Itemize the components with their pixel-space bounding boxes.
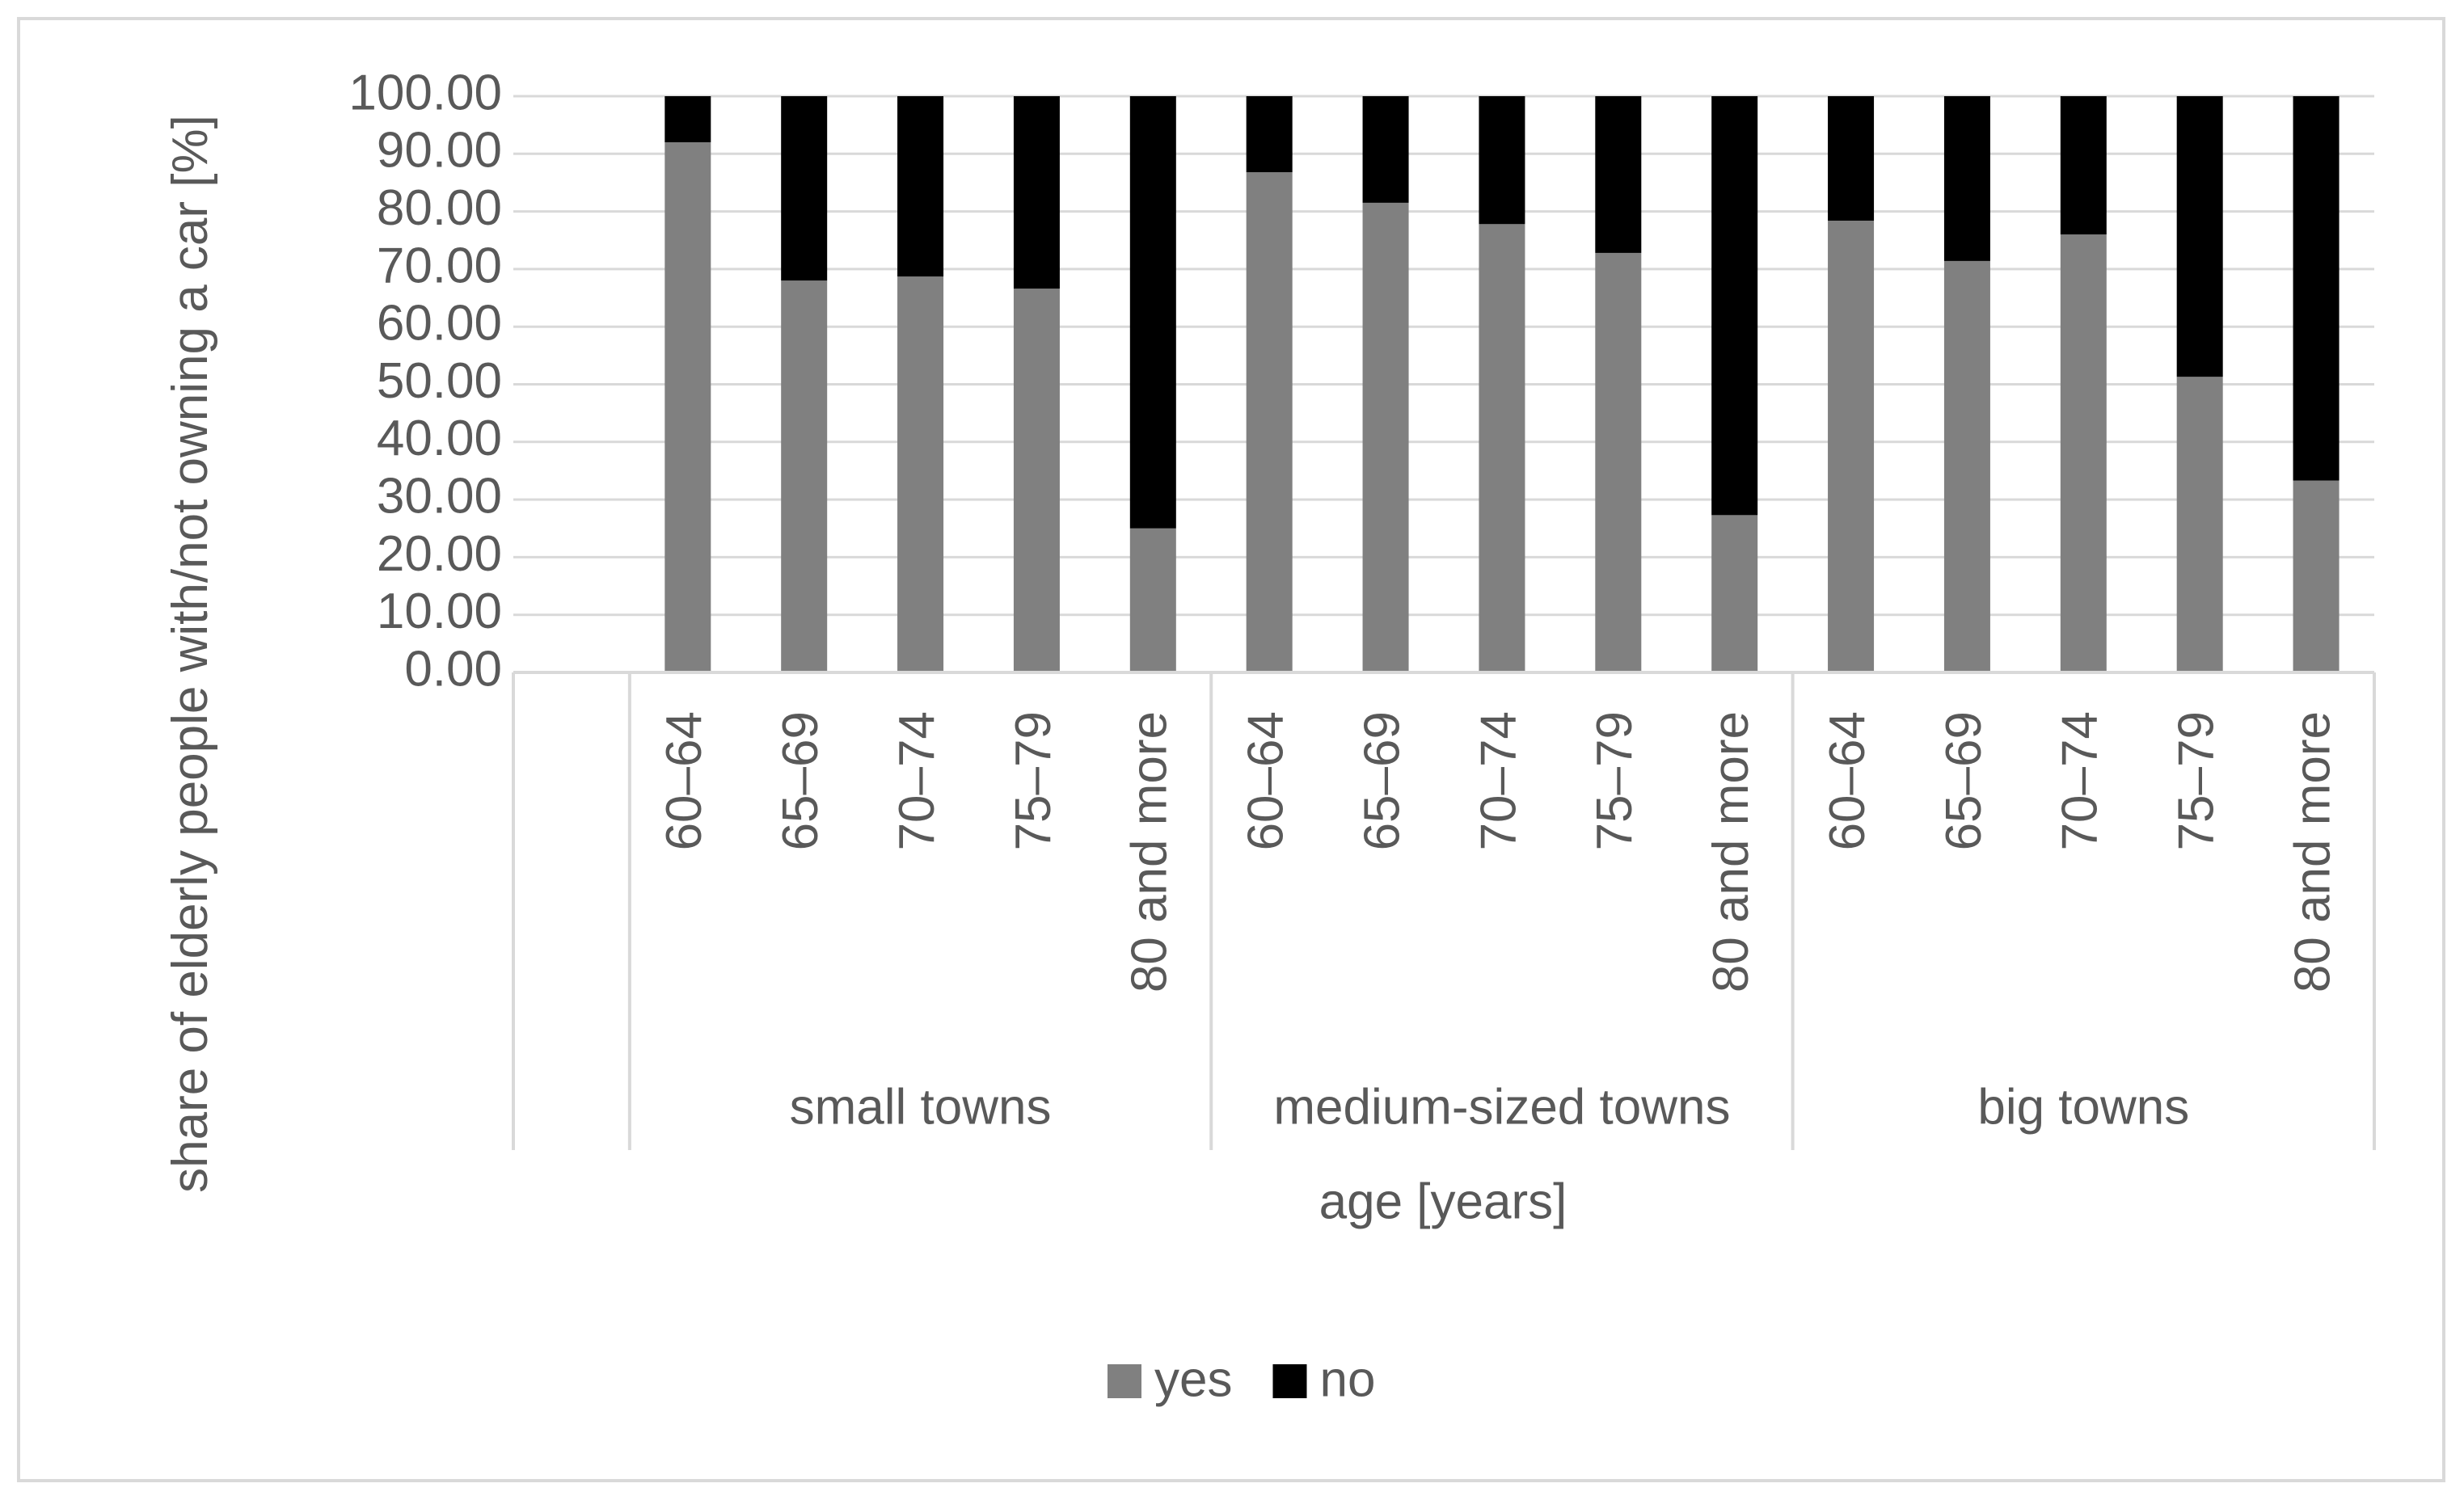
- bar-segment: [1943, 96, 1990, 261]
- x-tick-label: 60–64: [656, 711, 712, 850]
- y-axis-title: share of elderly people with/not owning …: [162, 115, 218, 1193]
- x-tick-label: 80 and more: [1122, 711, 1178, 992]
- x-tick-label: 60–64: [1820, 711, 1875, 850]
- bar-segment: [2176, 377, 2223, 672]
- chart-frame: [17, 17, 2445, 1482]
- bar-segment: [2060, 234, 2107, 672]
- bar-segment: [1129, 96, 1176, 529]
- bar-segment: [897, 276, 944, 672]
- y-tick-label: 20.00: [377, 526, 502, 582]
- bar-segment: [2293, 96, 2340, 481]
- bar-segment: [2176, 96, 2223, 377]
- bar-segment: [1246, 172, 1293, 673]
- x-tick-label: 80 and more: [2285, 711, 2340, 992]
- bar-segment: [1362, 96, 1409, 203]
- y-tick-label: 40.00: [377, 411, 502, 466]
- legend-swatch: [1272, 1364, 1307, 1398]
- bar-segment: [1943, 260, 1990, 672]
- y-tick-label: 50.00: [377, 353, 502, 409]
- bar-segment: [1828, 96, 1875, 221]
- x-tick-label: 65–69: [1354, 711, 1410, 850]
- bar-segment: [2293, 480, 2340, 672]
- bar-segment: [1013, 289, 1060, 672]
- bar-segment: [665, 142, 711, 673]
- bar-segment: [1595, 96, 1642, 253]
- x-tick-label: 70–74: [1470, 711, 1526, 850]
- bar-segment: [1479, 96, 1525, 225]
- bar-segment: [1711, 96, 1758, 516]
- x-tick-label: 65–69: [1936, 711, 1992, 850]
- bar-segment: [2060, 96, 2107, 235]
- bar-segment: [1479, 224, 1525, 672]
- bar-segment: [1246, 96, 1293, 173]
- y-tick-label: 0.00: [404, 641, 502, 697]
- x-tick-label: 80 and more: [1703, 711, 1759, 992]
- y-tick-label: 90.00: [377, 123, 502, 179]
- bar-segment: [897, 96, 944, 277]
- x-tick-label: 75–79: [2169, 711, 2225, 850]
- y-tick-label: 30.00: [377, 468, 502, 524]
- legend-label: yes: [1154, 1351, 1232, 1407]
- y-tick-label: 60.00: [377, 296, 502, 352]
- bar-segment: [1362, 202, 1409, 672]
- group-label: medium-sized towns: [1273, 1079, 1730, 1135]
- bar-segment: [1711, 515, 1758, 672]
- y-tick-label: 100.00: [348, 65, 502, 120]
- group-label: small towns: [790, 1079, 1052, 1135]
- bar-segment: [1595, 252, 1642, 672]
- x-tick-label: 70–74: [2053, 711, 2108, 850]
- y-tick-label: 70.00: [377, 238, 502, 293]
- bar-segment: [1129, 528, 1176, 672]
- x-tick-label: 65–69: [773, 711, 829, 850]
- x-tick-label: 60–64: [1238, 711, 1294, 850]
- bar-segment: [1828, 221, 1875, 672]
- y-tick-label: 80.00: [377, 180, 502, 236]
- legend-label: no: [1319, 1351, 1375, 1407]
- y-tick-label: 10.00: [377, 584, 502, 639]
- bar-segment: [665, 96, 711, 143]
- x-tick-label: 75–79: [1006, 711, 1061, 850]
- group-label: big towns: [1977, 1079, 2189, 1135]
- bar-segment: [1013, 96, 1060, 289]
- bar-segment: [781, 96, 828, 281]
- x-tick-label: 70–74: [889, 711, 945, 850]
- legend-swatch: [1108, 1364, 1141, 1398]
- bar-segment: [781, 280, 828, 672]
- x-tick-label: 75–79: [1587, 711, 1643, 850]
- x-axis-title: age [years]: [1319, 1174, 1567, 1229]
